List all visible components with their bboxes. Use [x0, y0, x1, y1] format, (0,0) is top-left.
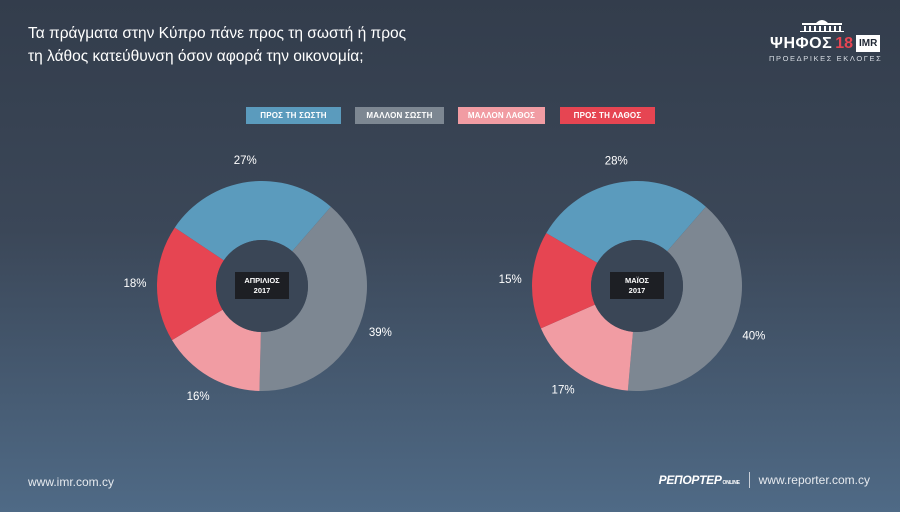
slice-mallon-lathos	[171, 309, 261, 391]
data-label-pros-ti-sosti: 28%	[605, 156, 628, 168]
data-label-mallon-lathos: 16%	[187, 391, 210, 403]
reporter-logo: ΡΕΠΟΡΤΕΡONLINE	[659, 473, 740, 487]
data-label-mallon-sosti: 39%	[369, 327, 392, 339]
slice-mallon-sosti	[627, 206, 742, 391]
center-label-box	[235, 272, 289, 299]
legend-item-mallon-lathos: ΜΑΛΛΟΝ ΛΑΘΟΣ	[458, 107, 545, 124]
center-label-month: ΜΑΪΟΣ	[625, 276, 650, 285]
brand-word: ΨΗΦΟΣ	[770, 35, 833, 52]
data-label-mallon-sosti: 40%	[742, 331, 765, 343]
psifos18-logo: ΨΗΦΟΣ 18 IMR ΠΡΟΕΔΡΙΚΕΣ ΕΚΛΟΓΕΣ	[760, 18, 884, 64]
chart-title: Τα πράγματα στην Κύπρο πάνε προς τη σωστ…	[28, 22, 468, 68]
data-label-pros-ti-lathos: 18%	[124, 278, 147, 290]
reporter-logo-suffix: ONLINE	[722, 480, 740, 486]
slice-mallon-sosti	[259, 206, 368, 391]
brand-subtitle: ΠΡΟΕΔΡΙΚΕΣ ΕΚΛΟΓΕΣ	[769, 54, 883, 63]
footer-right: ΡΕΠΟΡΤΕΡONLINE www.reporter.com.cy	[659, 472, 870, 488]
brand-number: 18	[835, 35, 853, 52]
center-label-year: 2017	[629, 286, 646, 295]
parliament-building-icon	[800, 20, 844, 32]
center-label-box	[610, 272, 664, 299]
slice-pros-ti-sosti	[546, 181, 706, 263]
chart-title-line-2: τη λάθος κατεύθυνση όσον αφορά την οικον…	[28, 48, 364, 65]
imr-url[interactable]: www.imr.com.cy	[28, 475, 115, 489]
slice-pros-ti-lathos	[532, 233, 598, 329]
slice-pros-ti-lathos	[157, 227, 224, 341]
reporter-url[interactable]: www.reporter.com.cy	[758, 473, 870, 487]
footer-divider	[748, 472, 750, 488]
data-label-pros-ti-lathos: 15%	[499, 274, 522, 286]
legend: ΠΡΟΣ ΤΗ ΣΩΣΤΗ ΜΑΛΛΟΝ ΣΩΣΤΗ ΜΑΛΛΟΝ ΛΑΘΟΣ …	[0, 107, 900, 124]
center-label-year: 2017	[254, 286, 271, 295]
imr-badge: IMR	[855, 35, 881, 52]
legend-item-pros-ti-sosti: ΠΡΟΣ ΤΗ ΣΩΣΤΗ	[246, 107, 341, 124]
reporter-logo-text: ΡΕΠΟΡΤΕΡ	[658, 473, 722, 487]
legend-item-pros-ti-lathos: ΠΡΟΣ ΤΗ ΛΑΘΟΣ	[560, 107, 655, 124]
slice-pros-ti-sosti	[174, 180, 331, 261]
slice-mallon-lathos	[540, 304, 633, 391]
data-label-mallon-lathos: 17%	[552, 384, 575, 396]
legend-item-mallon-sosti: ΜΑΛΛΟΝ ΣΩΣΤΗ	[355, 107, 444, 124]
center-label-month: ΑΠΡΙΛΙΟΣ	[244, 276, 280, 285]
chart-title-line-1: Τα πράγματα στην Κύπρο πάνε προς τη σωστ…	[28, 25, 407, 42]
data-label-pros-ti-sosti: 27%	[234, 155, 257, 167]
